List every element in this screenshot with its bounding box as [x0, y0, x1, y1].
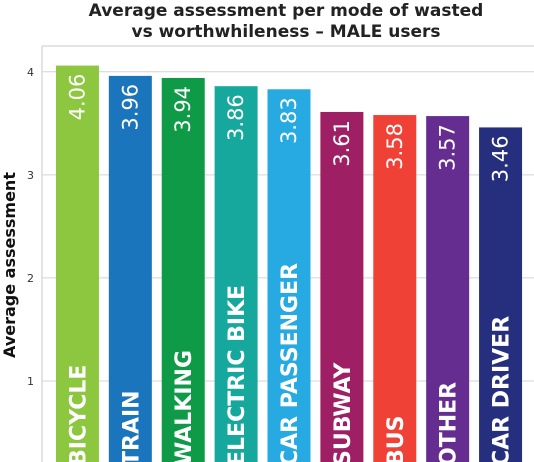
bar-category-label: TRAIN — [119, 390, 144, 462]
bar-category-label: WALKING — [172, 350, 197, 462]
bar — [55, 65, 99, 462]
bar-value-label: 3.94 — [171, 86, 195, 133]
y-axis-ticks: 1 2 3 4 — [27, 66, 34, 388]
bar-category-label: ELECTRIC BIKE — [225, 285, 250, 462]
bar-value-label: 3.46 — [489, 135, 513, 182]
y-tick-label: 3 — [27, 169, 34, 182]
bar-category-label: CAR PASSENGER — [278, 263, 303, 462]
y-axis-label: Average assessment — [0, 172, 19, 358]
bar-category-label: BICYCLE — [66, 365, 91, 462]
chart-title-line-2: vs worthwhileness – MALE users — [131, 22, 440, 42]
bar-category-label: CAR DRIVER — [490, 316, 515, 462]
bar-value-label: 3.58 — [383, 123, 407, 170]
y-tick-label: 2 — [27, 272, 34, 285]
bar — [161, 77, 205, 462]
bar-value-label: 4.06 — [65, 74, 89, 121]
y-tick-label: 4 — [27, 66, 34, 79]
bar-category-label: OTHER — [437, 382, 462, 462]
bar — [426, 116, 470, 462]
bar-value-label: 3.83 — [277, 97, 301, 144]
bar — [214, 86, 258, 462]
bar-category-label: BUS — [384, 416, 409, 462]
chart-title-line-1: Average assessment per mode of wasted — [89, 1, 484, 21]
bar-value-label: 3.96 — [118, 84, 142, 131]
bar-value-label: 3.57 — [436, 124, 460, 171]
bar — [108, 75, 152, 462]
bar — [267, 89, 311, 462]
bar-value-label: 3.61 — [330, 120, 354, 167]
bars: 4.06 BICYCLE 3.96 TRAIN 3.94 WALKING 3.86 ELECT… — [55, 65, 523, 462]
bar-category-label: SUBWAY — [331, 362, 356, 462]
y-tick-label: 1 — [27, 375, 34, 388]
bar — [479, 127, 523, 462]
bar — [320, 111, 364, 462]
bar-value-label: 3.86 — [224, 94, 248, 141]
bar — [373, 115, 417, 462]
